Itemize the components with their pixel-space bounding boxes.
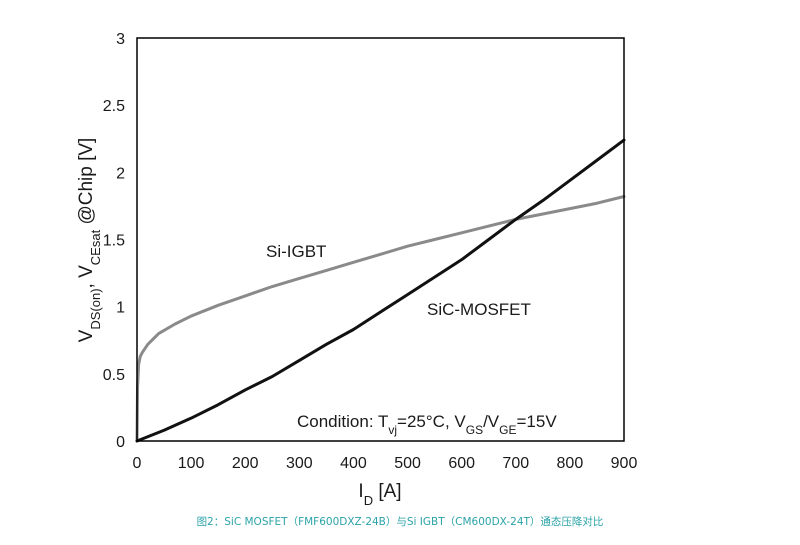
si-igbt-label: Si-IGBT <box>266 242 326 261</box>
y-axis-title: VDS(on), VCEsat @Chip [V] <box>76 138 103 343</box>
x-axis-title: ID [A] <box>358 481 401 508</box>
plot-area <box>137 38 624 441</box>
y-tick-label: 3 <box>116 31 125 48</box>
y-axis-title-3: @Chip [V] <box>76 138 97 230</box>
condition-text-2: =25°C, V <box>397 412 466 431</box>
x-tick-label: 400 <box>340 455 367 472</box>
x-tick-label: 100 <box>178 455 205 472</box>
x-axis-title-main: I <box>358 481 363 502</box>
condition-sub-3: GE <box>499 423 516 437</box>
condition-text-3: /V <box>483 412 500 431</box>
condition-sub-2: GS <box>466 423 483 437</box>
figure-caption: 图2：SiC MOSFET（FMF600DXZ-24B）与Si IGBT（CM6… <box>196 516 604 528</box>
y-axis-title-sub-2: CEsat <box>88 229 103 265</box>
x-tick-label: 700 <box>502 455 529 472</box>
sic-mosfet-label: SiC-MOSFET <box>427 300 531 319</box>
tick-layer: 0 100 200 300 400 500 600 700 800 900 0 0.5 1 1.5 2 2.5… <box>103 31 638 472</box>
y-tick-label: 0 <box>116 434 125 451</box>
x-tick-label: 500 <box>394 455 421 472</box>
x-tick-label: 800 <box>557 455 584 472</box>
y-axis-title-1: V <box>76 329 97 342</box>
y-axis-title-2: , V <box>76 265 97 289</box>
series-line-sic-mosfet <box>135 138 626 443</box>
x-axis-title-sub: D <box>364 493 373 508</box>
y-tick-label: 1.5 <box>103 233 125 250</box>
chart: 0 100 200 300 400 500 600 700 800 900 0 0.5 1 1.5 2 2.5… <box>76 31 638 508</box>
plot-frame <box>136 37 625 442</box>
y-tick-label: 2.5 <box>103 98 125 115</box>
y-tick-label: 2 <box>116 165 125 182</box>
x-axis-title-rest: [A] <box>373 481 402 502</box>
x-tick-label: 0 <box>133 455 142 472</box>
x-tick-label: 900 <box>611 455 638 472</box>
y-tick-label: 0.5 <box>103 367 125 384</box>
x-tick-label: 200 <box>232 455 259 472</box>
y-tick-label: 1 <box>116 300 125 317</box>
x-tick-label: 600 <box>448 455 475 472</box>
y-axis-title-sub-1: DS(on) <box>88 288 103 329</box>
condition-text-4: =15V <box>516 412 557 431</box>
x-tick-label: 300 <box>286 455 313 472</box>
condition-annotation: Condition: Tvj=25°C, VGS/VGE=15V <box>297 412 557 437</box>
condition-text-1: Condition: T <box>297 412 388 431</box>
series-layer <box>135 138 626 443</box>
condition-sub-1: vj <box>388 423 397 437</box>
